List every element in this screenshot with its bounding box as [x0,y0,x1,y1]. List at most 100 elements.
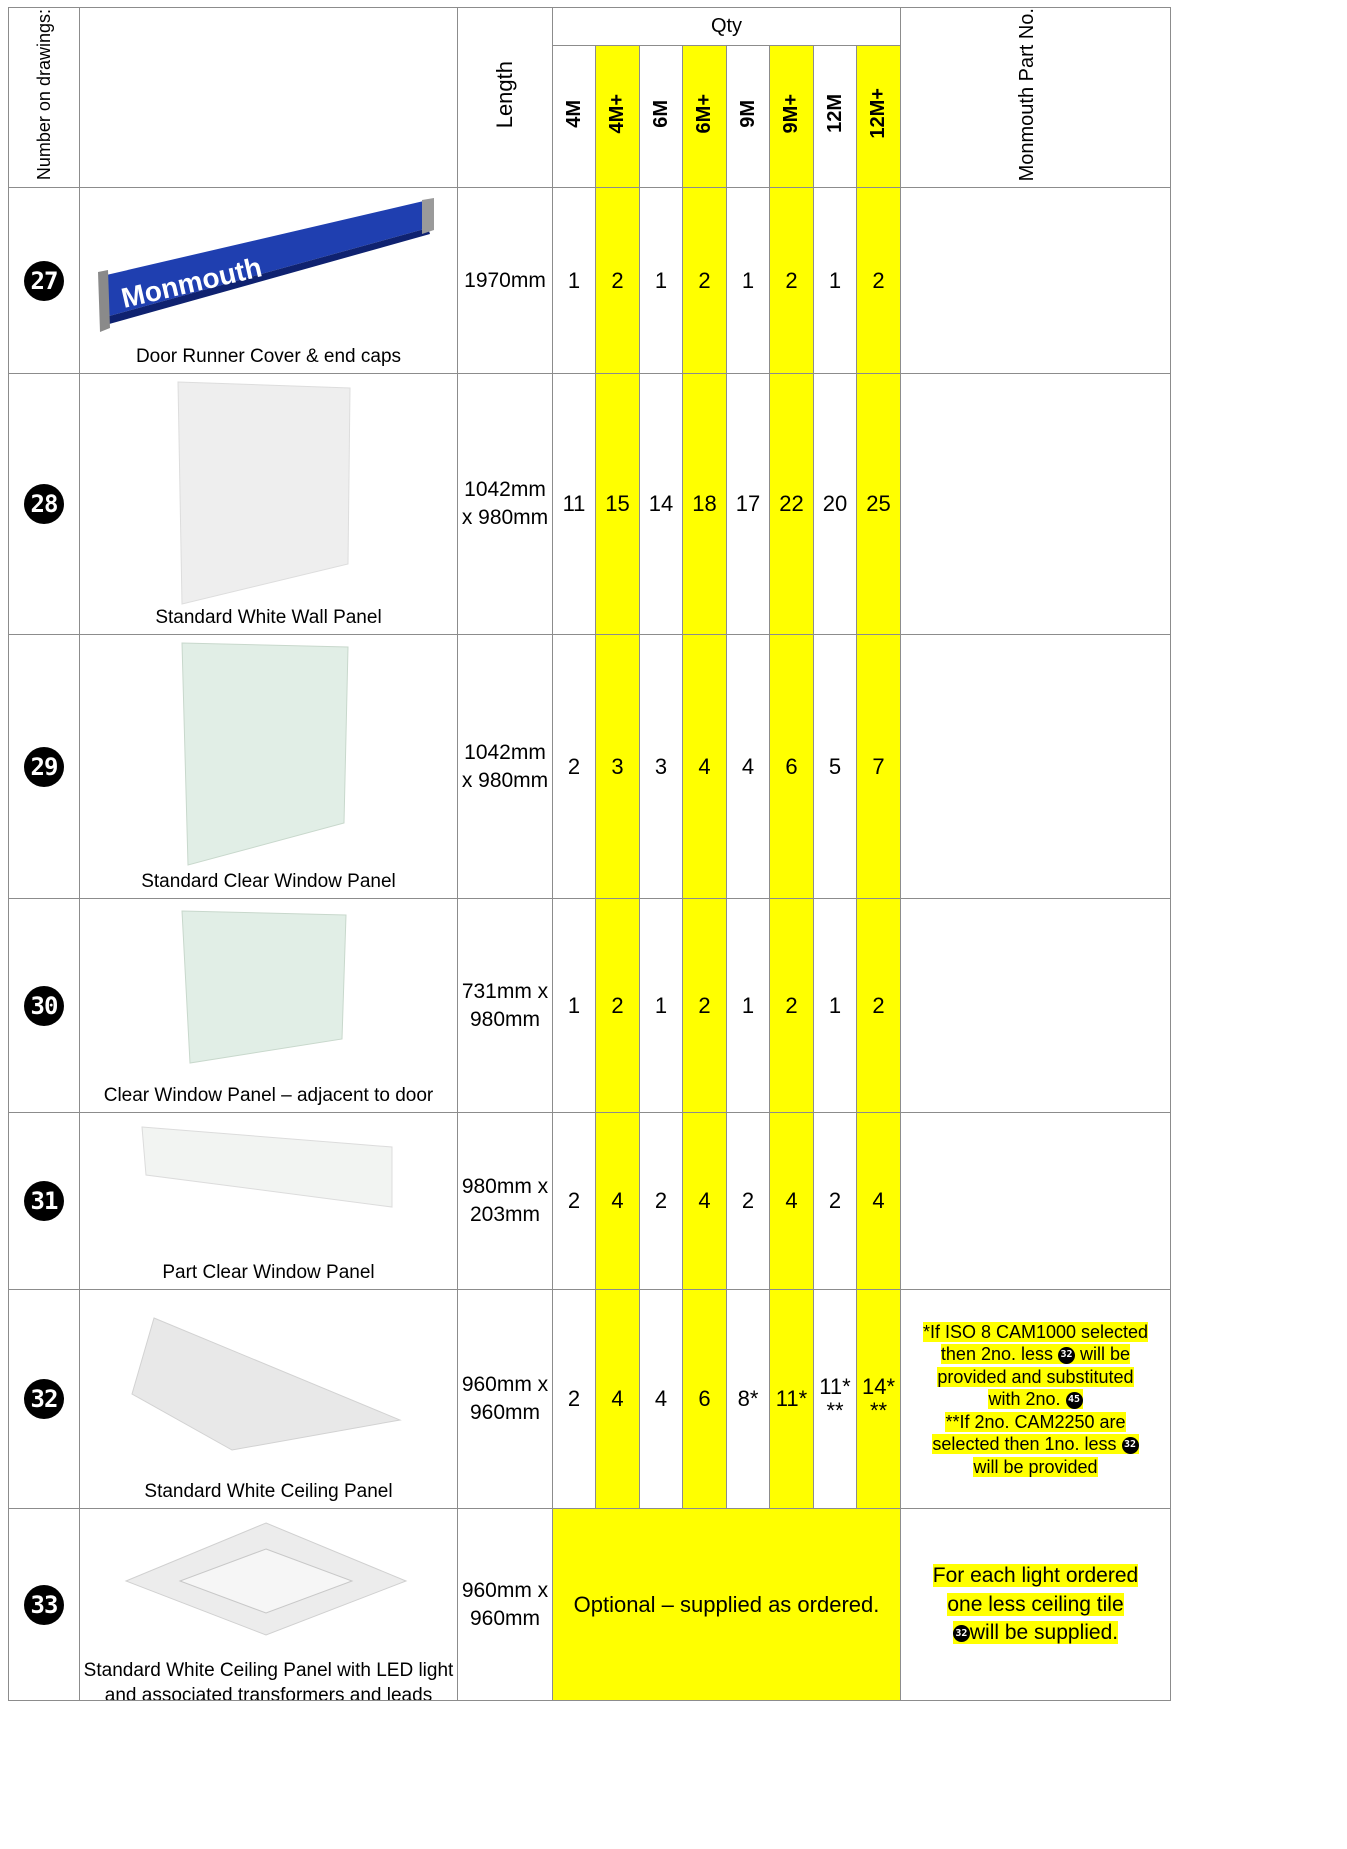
white-wall-panel-image [177,381,351,606]
part-cell [900,187,1171,375]
row-number-cell: 31 [8,1112,80,1291]
qty-cell: 4 [682,634,727,900]
clear-window-panel-image [181,642,349,867]
item-cell: Standard White Ceiling Panel [79,1289,458,1510]
qty-cell: 11 [552,373,596,636]
table-row: 33 Standard White Ceiling Panel with LED… [8,1508,1171,1702]
qty-cell: 2 [769,187,814,375]
qty-cell: 2 [769,898,814,1114]
number-badge: 33 [24,1584,64,1625]
qty-cell: 6 [682,1289,727,1510]
table-row: 28 Standard White Wall Panel 1042mm x 980… [8,373,1171,636]
part-note-cell: *If ISO 8 CAM1000 selected then 2no. les… [900,1289,1171,1510]
item-description: Standard White Wall Panel [155,606,382,628]
qty-cell: 14 [639,373,683,636]
number-badge: 31 [24,1181,64,1222]
qty-cell: 1 [726,898,770,1114]
row-number-cell: 28 [8,373,80,636]
qty-cell: 4 [726,634,770,900]
qty-cell: 1 [726,187,770,375]
qty-cell: 2 [595,898,640,1114]
qty-cell: 2 [552,1112,596,1291]
row-number-cell: 33 [8,1508,80,1702]
qty-cell: 14* ** [856,1289,901,1510]
qty-cell: 1 [813,187,857,375]
header-number-cell: Number on drawings: [8,6,80,189]
qty-cell: 22 [769,373,814,636]
qty-cell: 3 [639,634,683,900]
size-12m-plus: 12M+ [856,45,901,189]
qty-cell: 4 [856,1112,901,1291]
part-cell [900,634,1171,900]
qty-cell: 20 [813,373,857,636]
qty-cell: 2 [856,187,901,375]
header-part-cell: Monmouth Part No. [900,6,1171,189]
qty-cell: 1 [552,898,596,1114]
qty-cell: 25 [856,373,901,636]
length-cell: 731mm x 980mm [457,898,553,1114]
qty-cell: 15 [595,373,640,636]
part-cell [900,373,1171,636]
size-4m: 4M [552,45,596,189]
size-9m: 9M [726,45,770,189]
table-row: 29 Standard Clear Window Panel 1042mm x 9… [8,634,1171,900]
part-clear-panel-image [141,1126,393,1208]
header-length-cell: Length [457,6,553,189]
header-qty: Qty [552,6,901,47]
led-ceiling-panel-image [124,1522,408,1636]
item-cell: Standard White Wall Panel [79,373,458,636]
qty-cell: 3 [595,634,640,900]
size-9m-plus: 9M+ [769,45,814,189]
row-number-cell: 30 [8,898,80,1114]
length-cell: 960mm x 960mm [457,1508,553,1702]
qty-cell: 7 [856,634,901,900]
ref-badge: 32 [1058,1346,1076,1364]
number-badge: 29 [24,746,64,787]
qty-cell: 8* [726,1289,770,1510]
header-number-label: Number on drawings: [33,9,54,181]
size-4m-plus: 4M+ [595,45,640,189]
qty-cell: 4 [682,1112,727,1291]
header-length-label: Length [492,61,518,129]
qty-cell: 1 [639,898,683,1114]
size-12m: 12M [813,45,857,189]
row-number-cell: 29 [8,634,80,900]
item-description: Door Runner Cover & end caps [135,345,402,367]
qty-cell: 2 [639,1112,683,1291]
header-blank-cell [79,6,458,189]
part-cell [900,1112,1171,1291]
ref-badge: 32 [952,1625,970,1643]
qty-cell: 5 [813,634,857,900]
item-cell: Standard Clear Window Panel [79,634,458,900]
item-description: Standard White Ceiling Panel [144,1480,393,1502]
ref-badge: 45 [1065,1391,1083,1409]
qty-cell: 1 [639,187,683,375]
part-cell [900,898,1171,1114]
length-cell: 1042mm x 980mm [457,634,553,900]
length-cell: 1970mm [457,187,553,375]
qty-cell: 2 [552,1289,596,1510]
qty-cell: 2 [595,187,640,375]
qty-cell: 11* [769,1289,814,1510]
header-part-label: Monmouth Part No. [1015,8,1038,182]
row-number-cell: 27 [8,187,80,375]
qty-cell: 2 [856,898,901,1114]
table-row: 27 Monmouth Door Runner Cover & end caps… [8,187,1171,375]
optional-note: Optional – supplied as ordered. [552,1508,901,1702]
qty-cell: 11* ** [813,1289,857,1510]
door-runner-image: Monmouth [98,198,434,333]
length-cell: 1042mm x 980mm [457,373,553,636]
number-badge: 32 [24,1379,64,1420]
table-row: 31 Part Clear Window Panel 980mm x 203mm … [8,1112,1171,1291]
length-cell: 960mm x 960mm [457,1289,553,1510]
qty-cell: 2 [726,1112,770,1291]
qty-cell: 18 [682,373,727,636]
size-6m-plus: 6M+ [682,45,727,189]
item-cell: Clear Window Panel – adjacent to door [79,898,458,1114]
item-description: Standard White Ceiling Panel with LED li… [83,1660,454,1701]
number-badge: 28 [24,484,64,525]
qty-cell: 4 [595,1112,640,1291]
window-panel-door-image [181,910,347,1065]
white-ceiling-panel-image [131,1317,402,1451]
